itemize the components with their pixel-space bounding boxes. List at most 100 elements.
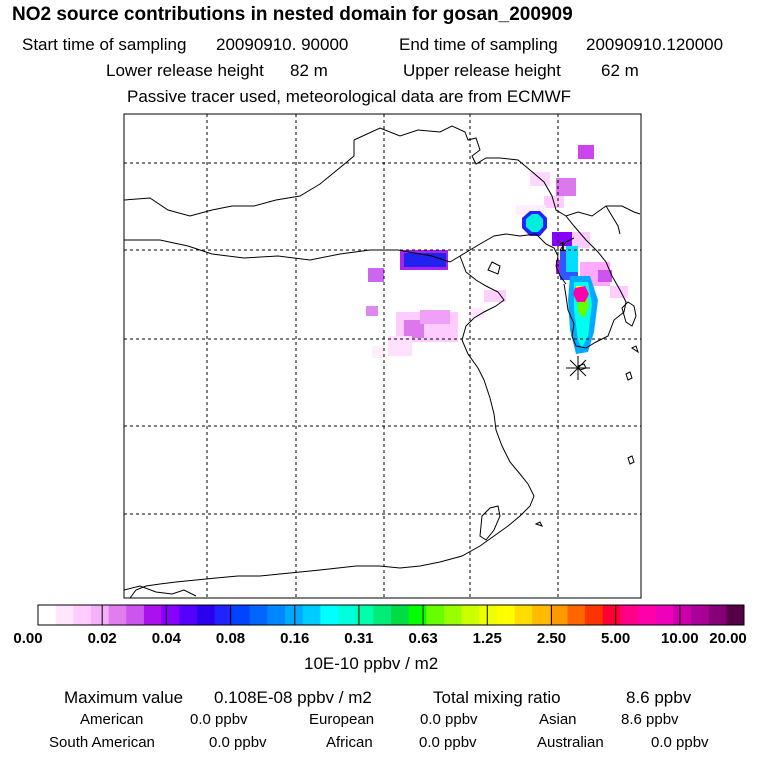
colorbar-swatch	[143, 605, 163, 625]
colorbar-tick-label: 0.31	[344, 630, 374, 647]
plume-cell	[366, 306, 378, 316]
region-name: European	[309, 711, 375, 728]
max-value-label: Maximum value	[64, 688, 184, 707]
colorbar-frame	[37, 604, 745, 626]
plume-cell	[470, 308, 484, 318]
colorbar-unit: 10E-10 ppbv / m2	[304, 654, 439, 673]
colorbar-swatch	[126, 605, 145, 625]
coastline-path	[124, 239, 461, 263]
coastline-path	[605, 205, 621, 235]
coastline-path	[479, 505, 501, 541]
region-name: South American	[49, 734, 155, 751]
plume-cell	[598, 270, 612, 282]
colorbar-swatch	[320, 605, 339, 625]
colorbar-swatch	[655, 605, 674, 625]
plume-cell	[372, 346, 384, 358]
coastline-path	[559, 237, 575, 251]
colorbar-swatch	[249, 605, 268, 625]
colorbar-swatch	[638, 605, 657, 625]
colorbar-swatch	[391, 605, 410, 625]
total-mixing-label: Total mixing ratio	[433, 688, 561, 707]
colorbar-swatch	[426, 605, 445, 625]
page-title: NO2 source contributions in nested domai…	[12, 4, 573, 25]
colorbar-tick-label: 20.00	[709, 630, 747, 647]
colorbar-tick-label: 5.00	[601, 630, 631, 647]
colorbar-tick-label: 0.00	[13, 630, 43, 647]
colorbar-swatch	[443, 605, 463, 625]
asterisk-icon	[566, 356, 590, 380]
border-path	[123, 585, 197, 597]
coastline-path	[129, 255, 535, 599]
plume-cell	[388, 336, 412, 356]
lower-height-value: 82 m	[290, 61, 328, 80]
end-time-label: End time of sampling	[399, 35, 558, 54]
plume-cell	[552, 232, 572, 246]
region-value: 0.0 ppbv	[420, 711, 478, 728]
colorbar-tick-label: 2.50	[536, 630, 567, 647]
colorbar-swatch	[214, 605, 233, 625]
colorbar-swatch	[620, 605, 639, 625]
colorbar-swatch	[691, 605, 710, 625]
colorbar-swatch	[90, 605, 110, 625]
plume-cell	[610, 286, 628, 298]
colorbar-swatch	[267, 605, 286, 625]
colorbar-tick-label: 0.63	[408, 630, 438, 647]
region-name: Australian	[537, 734, 604, 751]
region-value: 0.0 ppbv	[209, 734, 267, 751]
colorbar-swatch	[461, 605, 480, 625]
region-value: 0.0 ppbv	[190, 711, 248, 728]
plume-cell	[516, 205, 546, 215]
colorbar-swatch	[355, 605, 374, 625]
colorbar-swatch	[479, 605, 498, 625]
lower-height-label: Lower release height	[106, 61, 264, 80]
colorbar-swatch	[585, 605, 604, 625]
plume-cell	[573, 286, 589, 302]
coastline-path	[621, 301, 637, 327]
map-panel: 1	[123, 113, 642, 599]
region-name: American	[80, 711, 144, 728]
colorbar-tick-label: 0.02	[87, 630, 117, 647]
colorbar-swatch	[179, 605, 198, 625]
colorbar-swatch	[373, 605, 392, 625]
plume-cell	[566, 246, 578, 272]
colorbar-swatch	[338, 605, 357, 625]
colorbar-swatch	[708, 605, 727, 625]
lat-lon-grid	[124, 114, 641, 598]
coastline-path	[563, 215, 627, 349]
plume-cell	[556, 178, 576, 196]
colorbar-swatch	[567, 605, 586, 625]
max-value: 0.108E-08 ppbv / m2	[214, 688, 372, 707]
colorbar-tick-label: 0.04	[151, 630, 181, 647]
colorbar-tick-label: 0.16	[280, 630, 310, 647]
point-label: 1	[559, 239, 566, 254]
region-name: African	[326, 734, 373, 751]
colorbar-tick-label: 1.25	[472, 630, 502, 647]
coastline-path	[631, 345, 639, 354]
upper-height-value: 62 m	[601, 61, 639, 80]
region-value: 0.0 ppbv	[419, 734, 477, 751]
colorbar	[37, 604, 745, 626]
coastline-path	[529, 169, 641, 217]
upper-height-label: Upper release height	[403, 61, 561, 80]
region-value: 0.0 ppbv	[651, 734, 709, 751]
total-mixing-value: 8.6 ppbv	[626, 688, 692, 707]
coastline-path	[123, 140, 355, 217]
colorbar-swatch	[55, 605, 74, 625]
start-time-label: Start time of sampling	[22, 35, 187, 54]
colorbar-swatch	[161, 605, 180, 625]
colorbar-swatch	[602, 605, 621, 625]
colorbar-swatch	[38, 605, 57, 625]
coastline-path	[459, 233, 567, 285]
colorbar-swatch	[496, 605, 516, 625]
colorbar-swatch	[73, 605, 92, 625]
plume-cell	[404, 253, 446, 267]
colorbar-swatch	[108, 605, 127, 625]
plume-cell	[420, 310, 450, 324]
coastline-path	[627, 455, 635, 465]
colorbar-swatch	[196, 605, 215, 625]
plume-cell	[404, 320, 424, 338]
colorbar-swatch	[673, 605, 692, 625]
colorbar-swatch	[514, 605, 533, 625]
region-name: Asian	[539, 711, 577, 728]
colorbar-tick-label: 10.00	[661, 630, 699, 647]
